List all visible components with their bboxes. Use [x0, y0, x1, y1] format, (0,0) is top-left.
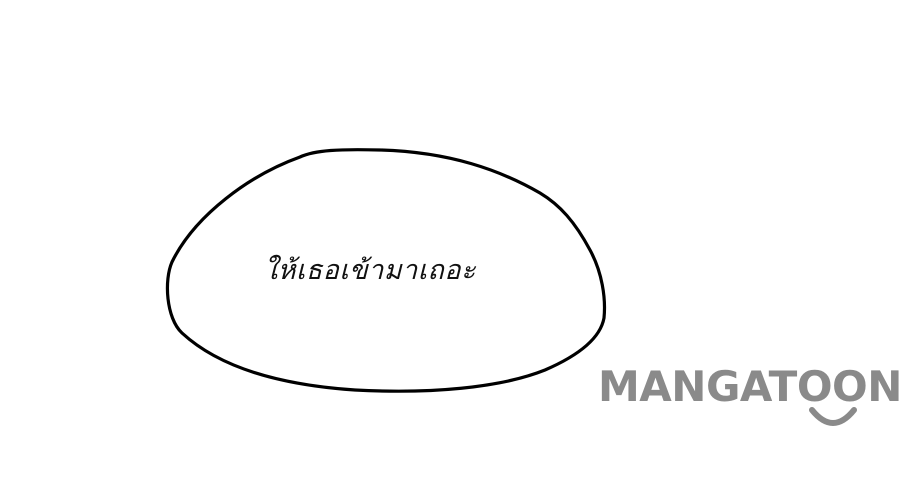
smile-icon: [809, 407, 857, 426]
speech-bubble-text: ให้เธอเข้ามาเถอะ: [263, 255, 476, 286]
mangatoon-watermark: MANGATOON: [598, 362, 900, 432]
watermark-logo-text: MANGATOON: [598, 362, 900, 411]
speech-bubble-outline: [165, 148, 607, 393]
